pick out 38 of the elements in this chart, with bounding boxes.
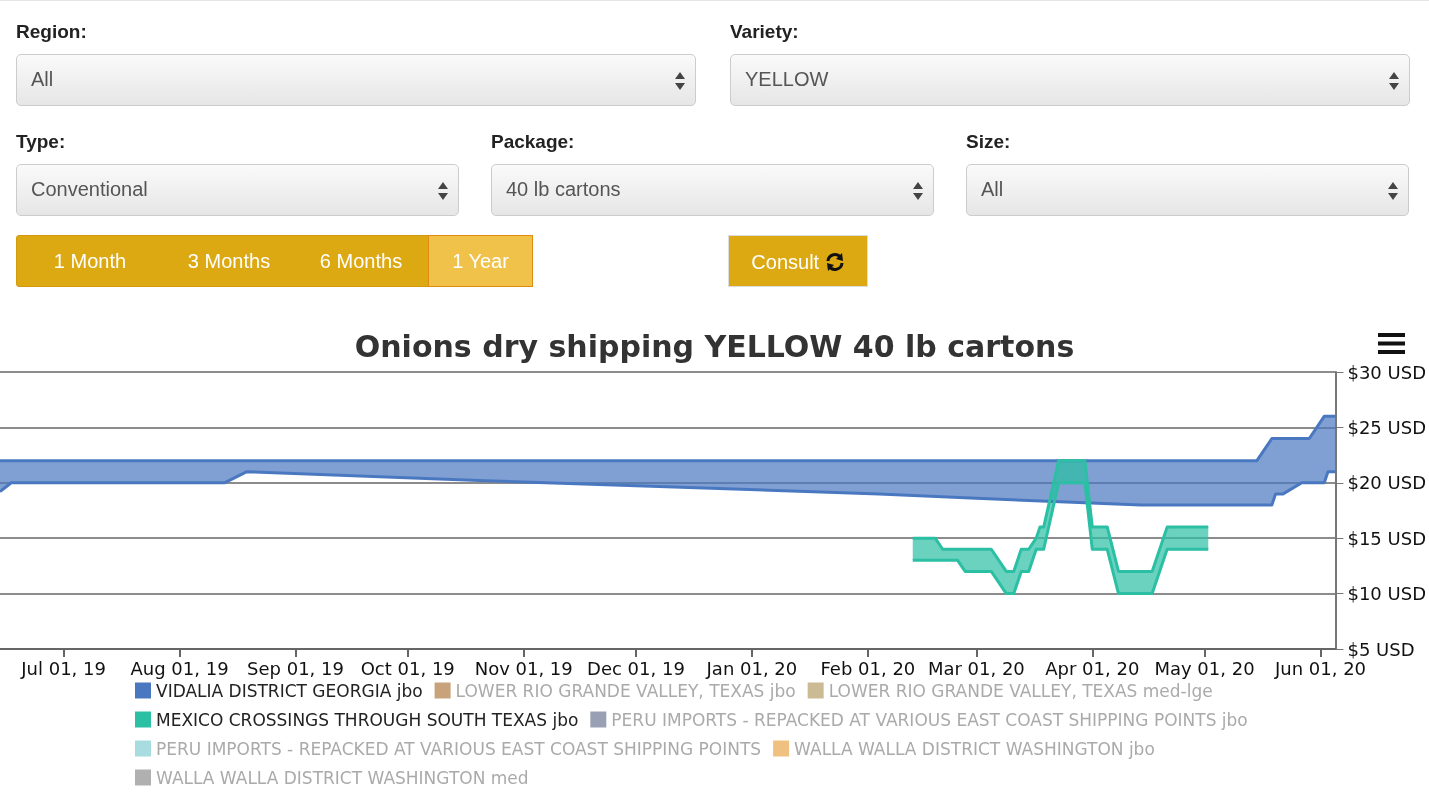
legend-label: PERU IMPORTS - REPACKED AT VARIOUS EAST COAST SHIPPING POINTS jbo — [611, 709, 1248, 730]
legend-label: MEXICO CROSSINGS THROUGH SOUTH TEXAS jbo — [156, 709, 579, 730]
x-tick-label: Nov 01, 19 — [474, 657, 573, 679]
y-tick-label: $20 USD — [1347, 472, 1427, 494]
consult-button: Consult — [728, 235, 868, 287]
x-tick-label: Apr 01, 20 — [1045, 657, 1140, 679]
dropdown-field: 40 lb cartons — [491, 164, 934, 216]
y-tick-label: $15 USD — [1347, 527, 1427, 549]
x-tick-label: Aug 01, 19 — [130, 657, 229, 679]
text: Variety: — [730, 21, 799, 43]
x-tick-label: Jan 01, 20 — [705, 657, 798, 679]
x-tick-label: Jul 01, 19 — [20, 657, 106, 679]
text: Type: — [16, 131, 66, 153]
legend-label: LOWER RIO GRANDE VALLEY, TEXAS jbo — [455, 680, 796, 701]
legend-label: WALLA WALLA DISTRICT WASHINGTON med — [156, 767, 529, 788]
text: Size: — [966, 131, 1011, 153]
y-tick-label: $30 USD — [1347, 361, 1427, 383]
x-tick-label: May 01, 20 — [1154, 657, 1255, 679]
dropdown-field: YELLOW — [730, 54, 1410, 106]
legend-label: LOWER RIO GRANDE VALLEY, TEXAS med-lge — [828, 680, 1213, 701]
dropdown-field: All — [966, 164, 1409, 216]
x-tick-label: Feb 01, 20 — [820, 657, 916, 679]
legend-label: PERU IMPORTS - REPACKED AT VARIOUS EAST COAST SHIPPING POINTS — [156, 738, 762, 759]
x-tick-label: Dec 01, 19 — [587, 657, 685, 679]
x-tick-label: Sep 01, 19 — [247, 657, 344, 679]
time-range-buttons: 1 Month 3 Months 6 Months 1 Year — [16, 235, 533, 287]
chart-title: Onions dry shipping YELLOW 40 lb cartons — [354, 328, 1075, 364]
y-tick-label: $25 USD — [1347, 416, 1427, 438]
text: Region: — [16, 21, 87, 43]
legend-label: WALLA WALLA DISTRICT WASHINGTON jbo — [794, 738, 1155, 759]
text: Package: — [491, 131, 575, 153]
dropdown-field: Conventional — [16, 164, 459, 216]
y-tick-label: $5 USD — [1347, 638, 1415, 660]
x-tick-label: Mar 01, 20 — [927, 657, 1025, 679]
legend-label: VIDALIA DISTRICT GEORGIA jbo — [156, 680, 423, 701]
y-tick-label: $10 USD — [1347, 583, 1427, 605]
x-tick-label: Oct 01, 19 — [360, 657, 455, 679]
dropdown-field: All — [16, 54, 696, 106]
